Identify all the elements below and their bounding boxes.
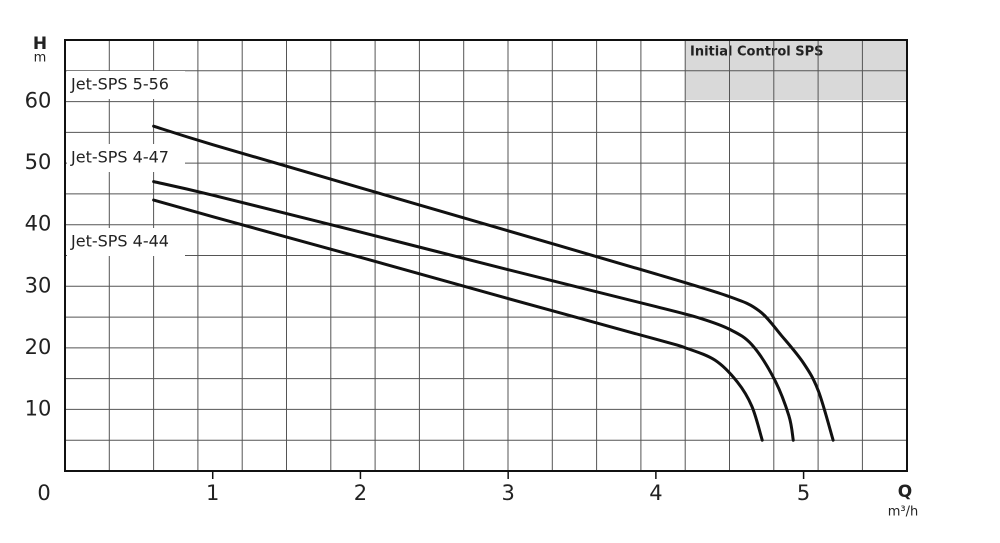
x-axis-unit: m³/h xyxy=(888,505,919,520)
y-tick-label: 30 xyxy=(25,273,52,297)
series-label-bg xyxy=(67,144,185,172)
annotation: Initial Control SPS xyxy=(690,45,824,60)
y-axis-symbol: H xyxy=(33,34,47,54)
series-label-bg xyxy=(67,228,185,256)
x-tick-label: 2 xyxy=(354,481,367,505)
y-tick-label: 0 xyxy=(37,481,50,505)
x-tick-label: 5 xyxy=(797,481,810,505)
x-axis-symbol: Q xyxy=(898,482,912,502)
x-tick-label: 4 xyxy=(649,481,662,505)
series-label-bg xyxy=(67,71,185,99)
y-tick-label: 50 xyxy=(25,150,52,174)
series-label: Jet-SPS 5-56 xyxy=(70,75,169,94)
series-label: Jet-SPS 4-44 xyxy=(70,232,169,251)
grid xyxy=(65,40,907,472)
series-label: Jet-SPS 4-47 xyxy=(70,148,169,167)
x-tick-label: 1 xyxy=(206,481,219,505)
annotation-box xyxy=(685,40,907,100)
y-tick-label: 10 xyxy=(25,396,52,420)
pump-curve xyxy=(152,124,835,442)
pump-curve xyxy=(152,180,795,442)
plot-frame xyxy=(64,39,908,472)
y-axis-unit: m xyxy=(34,51,47,66)
y-tick-label: 40 xyxy=(25,212,52,236)
y-tick-label: 20 xyxy=(25,335,52,359)
y-tick-label: 60 xyxy=(25,89,52,113)
pump-curve xyxy=(152,198,764,442)
x-tick-label: 3 xyxy=(501,481,514,505)
